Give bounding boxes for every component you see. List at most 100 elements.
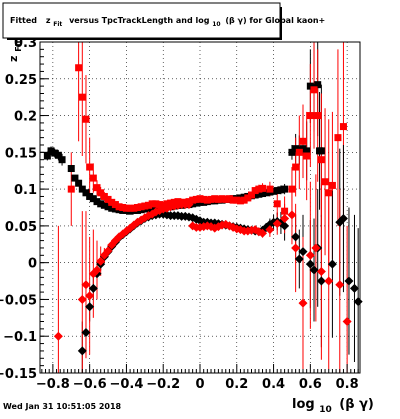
y-tick-label: 0.1 bbox=[14, 183, 37, 198]
data-point-square bbox=[339, 123, 347, 131]
data-point-square bbox=[82, 115, 90, 123]
data-point-diamond bbox=[85, 302, 95, 312]
data-point-diamond bbox=[96, 256, 106, 266]
data-point-square bbox=[156, 201, 164, 209]
data-point-square bbox=[306, 82, 314, 90]
footer-timestamp: Wed Jan 31 10:51:05 2018 bbox=[3, 402, 122, 411]
data-point-square bbox=[93, 198, 101, 206]
data-point-square bbox=[295, 148, 303, 156]
data-point-square bbox=[78, 185, 86, 193]
title-box-shadow-bottom bbox=[7, 38, 281, 40]
data-point-diamond bbox=[344, 276, 354, 286]
data-point-square bbox=[71, 174, 79, 182]
data-point-square bbox=[141, 202, 149, 210]
data-point-diamond bbox=[335, 280, 345, 290]
y-tick-label: 0.15 bbox=[5, 146, 37, 161]
data-point-diamond bbox=[92, 265, 102, 275]
data-point-square bbox=[133, 204, 141, 211]
data-point-square bbox=[86, 192, 94, 200]
data-point-diamond bbox=[103, 246, 113, 256]
y-tick-label: 0.05 bbox=[5, 220, 37, 235]
data-point-square bbox=[207, 195, 215, 203]
data-point-square bbox=[152, 200, 160, 208]
data-point-square bbox=[111, 205, 119, 213]
data-point-square bbox=[255, 190, 263, 198]
series-2-markers bbox=[77, 209, 363, 356]
data-point-square bbox=[273, 200, 281, 208]
data-point-square bbox=[104, 203, 112, 211]
data-point-square bbox=[251, 191, 259, 199]
data-point-square bbox=[75, 179, 83, 187]
data-point-diamond bbox=[85, 291, 95, 301]
xlabel-main: log bbox=[292, 397, 315, 412]
data-point-square bbox=[130, 204, 138, 212]
x-tick-label: −0.4 bbox=[109, 377, 143, 392]
data-point-diamond bbox=[305, 250, 315, 260]
title-middle: versus TpcTrackLength and log bbox=[69, 16, 210, 25]
data-point-square bbox=[200, 195, 208, 203]
title-prefix: Fitted bbox=[10, 16, 37, 25]
data-point-diamond bbox=[316, 266, 326, 276]
data-point-square bbox=[310, 86, 318, 94]
data-point-diamond bbox=[250, 225, 260, 235]
data-point-diamond bbox=[184, 200, 194, 210]
series-2-error-bars bbox=[81, 144, 359, 373]
data-point-square bbox=[97, 189, 105, 197]
data-point-diamond bbox=[309, 265, 319, 275]
data-point-square bbox=[97, 200, 105, 208]
data-point-diamond bbox=[324, 276, 334, 286]
title-box: Fitted z Fit versus TpcTrackLength and l… bbox=[2, 2, 325, 40]
data-point-square bbox=[47, 147, 55, 155]
chart-title: Fitted z Fit versus TpcTrackLength and l… bbox=[10, 16, 325, 28]
data-point-square bbox=[122, 204, 130, 212]
data-point-square bbox=[229, 196, 237, 204]
data-point-square bbox=[58, 156, 66, 164]
data-point-square bbox=[148, 200, 156, 208]
data-point-square bbox=[86, 163, 94, 171]
data-point-square bbox=[218, 195, 226, 203]
data-point-square bbox=[75, 64, 83, 72]
data-point-square bbox=[328, 181, 336, 189]
ylabel-sub: Fit bbox=[14, 40, 23, 52]
x-tick-label: −0.6 bbox=[73, 377, 107, 392]
data-point-square bbox=[43, 152, 51, 160]
data-point-square bbox=[222, 195, 230, 203]
data-point-square bbox=[270, 187, 278, 195]
title-log-sub: 10 bbox=[212, 21, 220, 28]
data-point-square bbox=[104, 195, 112, 203]
data-point-diamond bbox=[280, 214, 290, 224]
title-z-sub: Fit bbox=[53, 21, 62, 28]
xlabel-sub: 10 bbox=[319, 405, 332, 414]
data-point-square bbox=[196, 195, 204, 203]
data-point-diamond bbox=[338, 214, 348, 224]
x-tick-label: 0 bbox=[195, 377, 204, 392]
data-point-square bbox=[262, 189, 270, 197]
data-point-square bbox=[321, 178, 329, 186]
title-z: z bbox=[46, 16, 51, 25]
y-tick-label: −0.1 bbox=[3, 330, 37, 345]
data-point-diamond bbox=[280, 221, 290, 231]
x-axis-label: log 10 (β γ) bbox=[292, 397, 374, 414]
data-point-square bbox=[303, 152, 311, 160]
data-point-square bbox=[233, 196, 241, 204]
data-point-square bbox=[334, 134, 342, 142]
data-point-square bbox=[273, 187, 281, 195]
ylabel-main: z bbox=[7, 56, 20, 62]
data-point-square bbox=[192, 199, 200, 207]
data-point-diamond bbox=[53, 331, 63, 341]
data-point-square bbox=[288, 185, 296, 193]
data-point-square bbox=[292, 163, 300, 171]
data-point-square bbox=[299, 137, 307, 145]
data-point-square bbox=[89, 195, 97, 203]
y-tick-label: 0 bbox=[28, 257, 37, 272]
data-point-square bbox=[281, 185, 289, 193]
data-point-square bbox=[51, 149, 59, 157]
data-point-square bbox=[259, 184, 267, 192]
data-point-square bbox=[317, 147, 325, 155]
data-point-diamond bbox=[298, 298, 308, 308]
xlabel-rest: (β γ) bbox=[339, 397, 374, 412]
title-box-shadow-right bbox=[280, 7, 282, 40]
data-point-square bbox=[214, 195, 222, 203]
y-tick-label: 0.25 bbox=[5, 73, 37, 88]
